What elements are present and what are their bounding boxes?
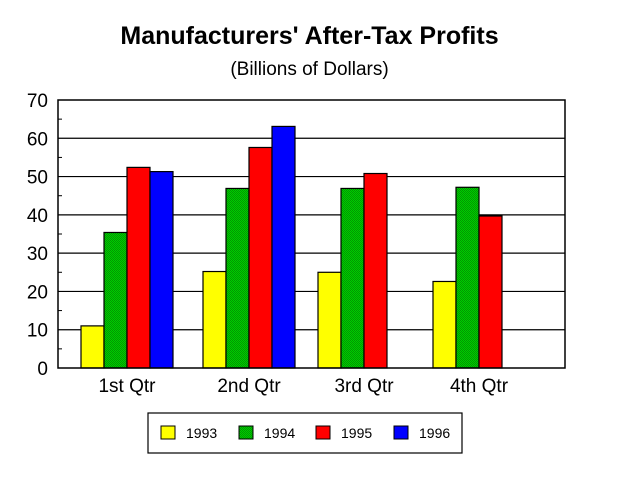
bar-1995-4 — [478, 215, 503, 369]
legend-label-1993: 1993 — [186, 425, 217, 441]
y-tick-label: 40 — [27, 206, 48, 227]
bar-1993-1 — [80, 325, 105, 369]
y-tick-label: 60 — [27, 129, 48, 150]
x-tick-label: 3rd Qtr — [334, 376, 394, 397]
legend-box — [147, 412, 463, 454]
y-tick-label: 0 — [37, 359, 48, 380]
bar-1995-2 — [248, 146, 273, 369]
bar-1993-2 — [202, 270, 227, 369]
y-tick-label: 70 — [27, 91, 48, 112]
legend-label-1994: 1994 — [264, 425, 295, 441]
y-tick-label: 20 — [27, 282, 48, 303]
chart-title: Manufacturers' After-Tax Profits — [120, 22, 499, 50]
chart-subtitle: (Billions of Dollars) — [230, 59, 389, 80]
y-tick-label: 30 — [27, 244, 48, 265]
legend-swatch-1994 — [238, 425, 254, 440]
bar-1995-1 — [126, 166, 151, 369]
bar-1996-2 — [271, 125, 296, 369]
legend-swatch-1996 — [393, 425, 409, 440]
bar-1994-3 — [340, 187, 365, 369]
bar-1993-4 — [432, 280, 457, 369]
legend-label-1996: 1996 — [419, 425, 450, 441]
bar-1994-2 — [225, 187, 250, 369]
legend-swatch-1995 — [315, 425, 331, 440]
bar-1995-3 — [363, 172, 388, 369]
y-tick-label: 50 — [27, 168, 48, 189]
x-tick-label: 1st Qtr — [98, 376, 156, 397]
y-tick-label: 10 — [27, 321, 48, 342]
legend: 1993 1994 1995 1996 — [147, 412, 463, 454]
x-tick-label: 4th Qtr — [450, 376, 509, 397]
legend-label-1995: 1995 — [341, 425, 372, 441]
bar-1993-3 — [317, 271, 342, 369]
bar-1996-1 — [149, 170, 174, 369]
bar-1994-1 — [103, 231, 128, 369]
legend-swatch-1993 — [160, 425, 176, 440]
bars — [80, 125, 503, 369]
y-axis: 0 10 20 30 40 50 60 70 — [27, 91, 62, 380]
x-tick-label: 2nd Qtr — [217, 376, 281, 397]
x-axis: 1st Qtr 2nd Qtr 3rd Qtr 4th Qtr — [98, 376, 508, 397]
bar-1994-4 — [455, 186, 480, 369]
